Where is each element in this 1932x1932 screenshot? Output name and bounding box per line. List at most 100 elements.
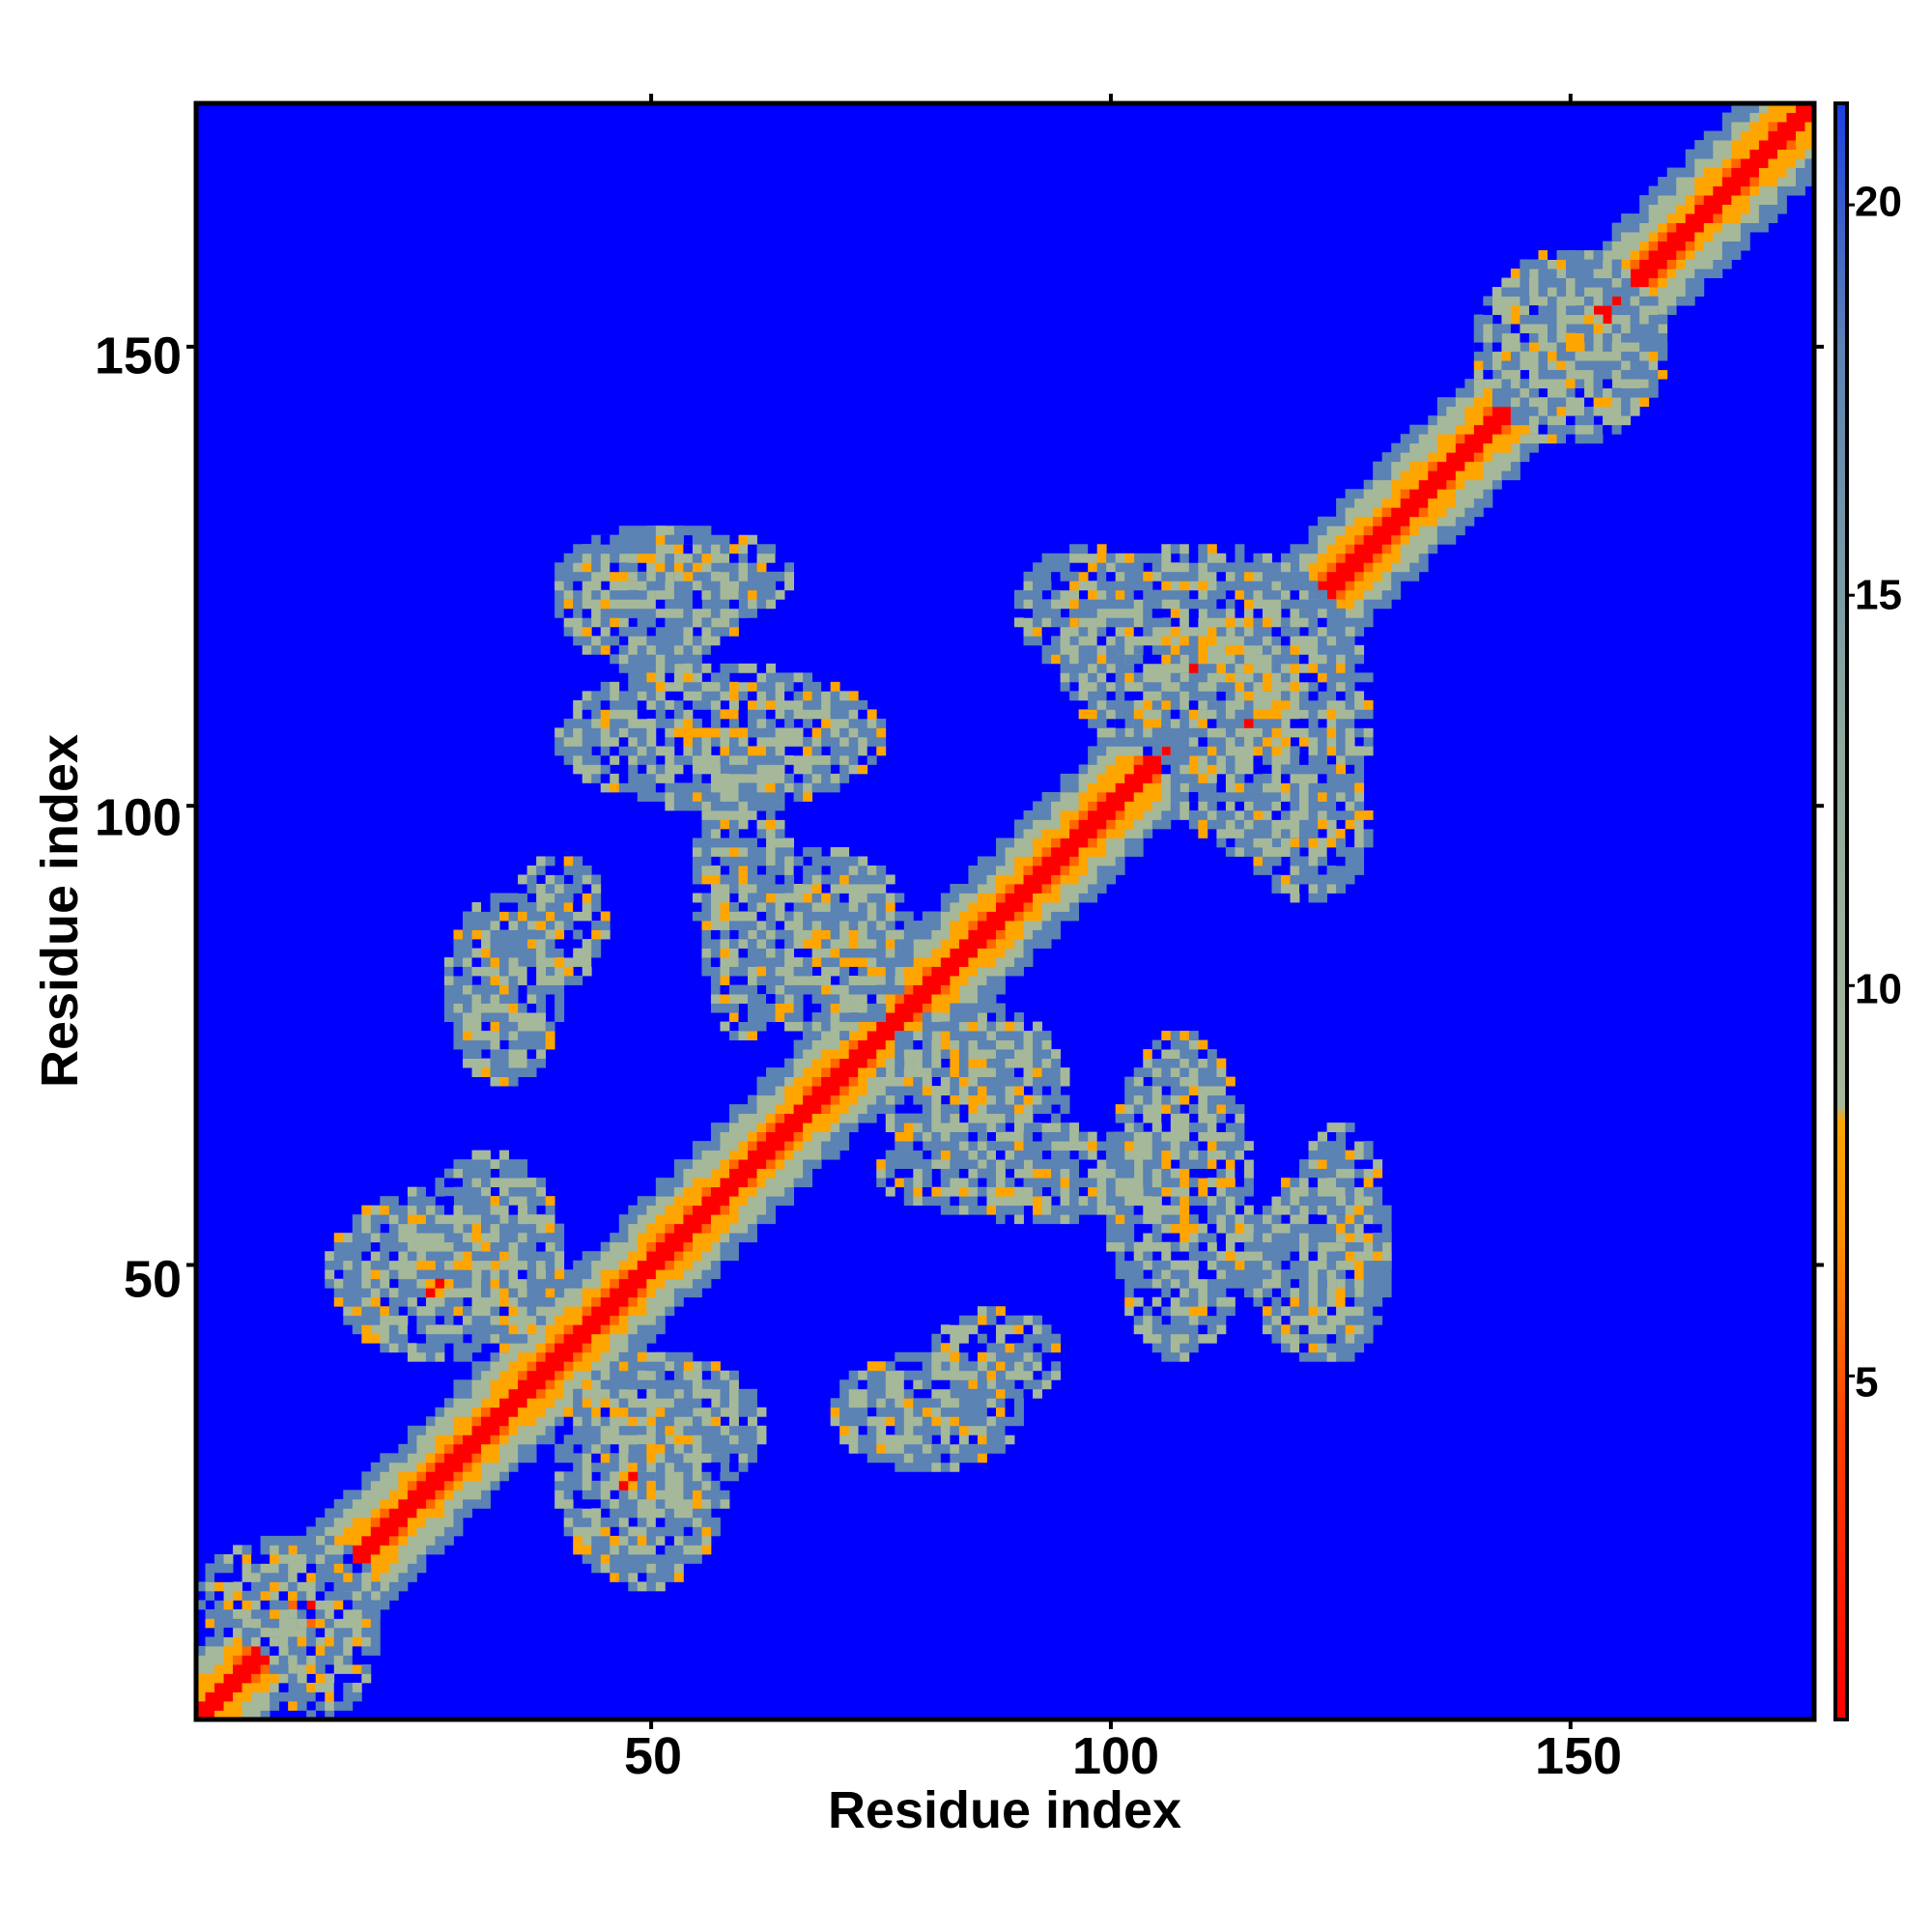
heatmap-cell bbox=[490, 1196, 500, 1207]
heatmap-cell bbox=[655, 1205, 666, 1215]
heatmap-cell bbox=[453, 1388, 464, 1399]
heatmap-cell bbox=[830, 1113, 840, 1123]
heatmap-cell bbox=[600, 1453, 611, 1463]
heatmap-cell bbox=[1363, 544, 1374, 554]
heatmap-cell bbox=[968, 957, 979, 967]
heatmap-cell bbox=[453, 1278, 464, 1289]
heatmap-cell bbox=[325, 1508, 335, 1519]
heatmap-cell bbox=[1115, 838, 1125, 848]
heatmap-cell bbox=[508, 1178, 519, 1188]
heatmap-cell bbox=[931, 948, 942, 958]
heatmap-cell bbox=[600, 644, 611, 655]
heatmap-cell bbox=[673, 1471, 684, 1482]
heatmap-cell bbox=[646, 1351, 657, 1362]
heatmap-cell bbox=[352, 1508, 362, 1519]
heatmap-cell bbox=[1418, 461, 1429, 471]
heatmap-cell bbox=[499, 1406, 509, 1417]
heatmap-cell bbox=[343, 1636, 354, 1647]
heatmap-cell bbox=[508, 1186, 519, 1197]
heatmap-cell bbox=[720, 1471, 730, 1482]
heatmap-cell bbox=[499, 1150, 509, 1160]
heatmap-cell bbox=[628, 1379, 639, 1390]
heatmap-cell bbox=[1096, 856, 1107, 867]
heatmap-cell bbox=[214, 1618, 224, 1629]
heatmap-cell bbox=[490, 1480, 500, 1491]
heatmap-cell bbox=[462, 1416, 472, 1427]
heatmap-cell bbox=[784, 1159, 795, 1170]
heatmap-cell bbox=[416, 1269, 427, 1280]
heatmap-cell bbox=[940, 911, 951, 922]
heatmap-cell bbox=[728, 1435, 739, 1445]
heatmap-cell bbox=[545, 1351, 555, 1362]
heatmap-cell bbox=[582, 1425, 592, 1435]
heatmap-cell bbox=[665, 1508, 675, 1519]
heatmap-cell bbox=[610, 1343, 620, 1353]
heatmap-cell bbox=[793, 1141, 804, 1151]
heatmap-cell bbox=[306, 1563, 317, 1574]
heatmap-cell bbox=[1740, 167, 1750, 178]
heatmap-cell bbox=[1078, 893, 1089, 903]
heatmap-cell bbox=[343, 1241, 354, 1252]
heatmap-cell bbox=[655, 1306, 666, 1317]
heatmap-cell bbox=[1033, 1324, 1042, 1335]
heatmap-cell bbox=[545, 1269, 555, 1280]
heatmap-cell bbox=[720, 1251, 730, 1262]
heatmap-cell bbox=[1133, 810, 1144, 820]
heatmap-cell bbox=[628, 1526, 639, 1537]
heatmap-cell bbox=[665, 1553, 675, 1564]
heatmap-cell bbox=[563, 1406, 574, 1417]
heatmap-cell bbox=[471, 1370, 482, 1380]
heatmap-cell bbox=[655, 1324, 666, 1335]
heatmap-cell bbox=[977, 883, 987, 894]
heatmap-cell bbox=[1455, 406, 1465, 416]
heatmap-cell bbox=[1235, 727, 1245, 738]
heatmap-cell bbox=[214, 1600, 224, 1610]
heatmap-cell bbox=[1078, 782, 1089, 793]
heatmap-cell bbox=[1768, 195, 1778, 205]
heatmap-cell bbox=[1749, 149, 1760, 159]
heatmap-cell bbox=[1023, 846, 1034, 857]
heatmap-cell bbox=[573, 1333, 583, 1344]
heatmap-cell bbox=[931, 994, 942, 1004]
heatmap-cell bbox=[646, 1406, 657, 1417]
heatmap-cell bbox=[922, 1003, 932, 1013]
heatmap-cell bbox=[1786, 122, 1797, 131]
heatmap-cell bbox=[297, 1608, 307, 1619]
heatmap-cell bbox=[637, 1223, 647, 1234]
heatmap-cell bbox=[233, 1682, 242, 1692]
heatmap-cell bbox=[1326, 516, 1337, 526]
heatmap-cell bbox=[701, 966, 712, 977]
heatmap-cell bbox=[995, 921, 1006, 930]
heatmap-cell bbox=[352, 1296, 362, 1307]
heatmap-cell bbox=[563, 948, 574, 958]
heatmap-cell bbox=[1713, 204, 1723, 214]
heatmap-cell bbox=[398, 1453, 409, 1463]
heatmap-cell bbox=[443, 1490, 454, 1500]
heatmap-cell bbox=[811, 1049, 822, 1059]
heatmap-cell bbox=[398, 1563, 409, 1574]
heatmap-cell bbox=[545, 1196, 555, 1207]
heatmap-cell bbox=[554, 1361, 565, 1372]
heatmap-cell bbox=[655, 1233, 666, 1243]
heatmap-cell bbox=[499, 1251, 509, 1262]
heatmap-cell bbox=[1078, 819, 1089, 830]
heatmap-cell bbox=[913, 948, 923, 958]
heatmap-cell bbox=[775, 1159, 785, 1170]
heatmap-cell bbox=[710, 1361, 721, 1372]
heatmap-cell bbox=[1428, 544, 1438, 554]
heatmap-cell bbox=[1520, 424, 1530, 435]
heatmap-cell bbox=[536, 1425, 547, 1435]
heatmap-cell bbox=[728, 1205, 739, 1215]
heatmap-cell bbox=[931, 929, 942, 940]
heatmap-cell bbox=[950, 1315, 960, 1325]
heatmap-cell bbox=[1133, 838, 1144, 848]
heatmap-cell bbox=[425, 1490, 436, 1500]
heatmap-cell bbox=[958, 966, 969, 977]
heatmap-cell bbox=[867, 1021, 877, 1032]
heatmap-cell bbox=[1373, 562, 1383, 573]
heatmap-cell bbox=[1060, 791, 1070, 802]
heatmap-cell bbox=[1713, 167, 1723, 178]
heatmap-cell bbox=[958, 1315, 969, 1325]
heatmap-cell bbox=[1740, 241, 1750, 251]
heatmap-cell bbox=[361, 1333, 372, 1344]
